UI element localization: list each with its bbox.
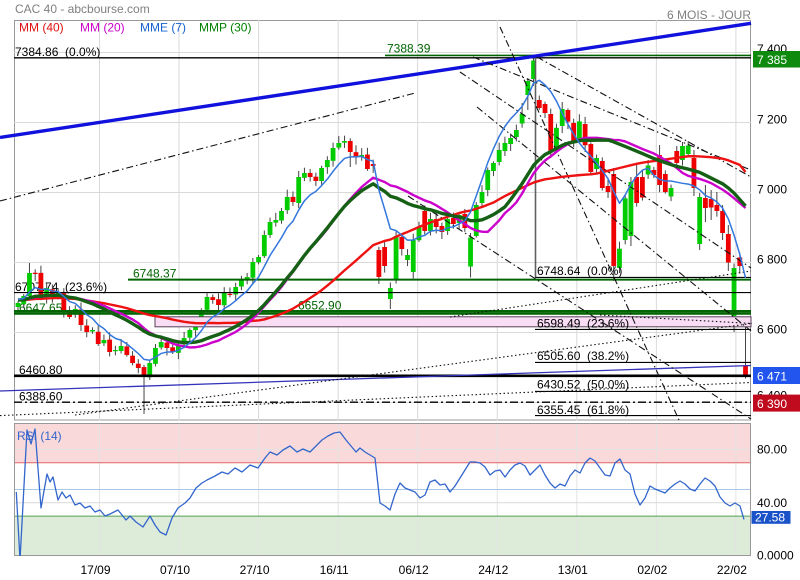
svg-text:MME (7): MME (7) — [140, 21, 186, 35]
svg-text:24/12: 24/12 — [478, 563, 508, 577]
svg-text:06/12: 06/12 — [399, 563, 429, 577]
svg-text:MM (40): MM (40) — [19, 21, 64, 35]
svg-text:6460.80: 6460.80 — [19, 363, 63, 377]
svg-text:27.58: 27.58 — [755, 511, 785, 525]
svg-text:80.00: 80.00 — [757, 443, 787, 457]
svg-text:MM (20): MM (20) — [80, 21, 125, 35]
svg-text:6 471: 6 471 — [757, 370, 787, 384]
svg-text:0.0000: 0.0000 — [757, 549, 794, 563]
svg-text:RSI (14): RSI (14) — [17, 429, 62, 443]
svg-text:6 800: 6 800 — [757, 252, 787, 266]
svg-text:6598.49 (23.6%): 6598.49 (23.6%) — [537, 316, 629, 330]
svg-text:02/02: 02/02 — [637, 563, 667, 577]
svg-text:07/10: 07/10 — [160, 563, 190, 577]
svg-text:16/11: 16/11 — [320, 563, 349, 577]
svg-text:6748.37: 6748.37 — [133, 267, 177, 281]
svg-text:13/01: 13/01 — [558, 563, 588, 577]
svg-text:CAC 40 - abcbourse.com: CAC 40 - abcbourse.com — [15, 2, 150, 16]
svg-text:MMP (30): MMP (30) — [199, 21, 251, 35]
svg-text:7 000: 7 000 — [757, 182, 787, 196]
svg-text:6430.52 (50.0%): 6430.52 (50.0%) — [537, 378, 629, 392]
svg-text:7388.39: 7388.39 — [387, 42, 431, 56]
svg-text:40.00: 40.00 — [757, 496, 787, 510]
svg-text:17/09: 17/09 — [80, 563, 110, 577]
svg-text:6 MOIS - JOUR: 6 MOIS - JOUR — [667, 8, 751, 22]
svg-text:6388.60: 6388.60 — [19, 389, 63, 403]
svg-text:6652.90: 6652.90 — [298, 299, 342, 313]
svg-text:7 385: 7 385 — [757, 53, 787, 67]
svg-text:6707.74 (23.6%): 6707.74 (23.6%) — [15, 280, 107, 294]
svg-text:6355.45 (61.8%): 6355.45 (61.8%) — [537, 403, 629, 417]
svg-text:27/10: 27/10 — [240, 563, 270, 577]
svg-text:7 200: 7 200 — [757, 112, 787, 126]
svg-text:6505.60 (38.2%): 6505.60 (38.2%) — [537, 349, 629, 363]
svg-text:22/02: 22/02 — [717, 563, 747, 577]
svg-text:6 390: 6 390 — [757, 397, 787, 411]
svg-text:7384.86 (0.0%): 7384.86 (0.0%) — [15, 45, 100, 59]
svg-text:6748.64 (0.0%): 6748.64 (0.0%) — [537, 264, 622, 278]
svg-text:6 600: 6 600 — [757, 322, 787, 336]
